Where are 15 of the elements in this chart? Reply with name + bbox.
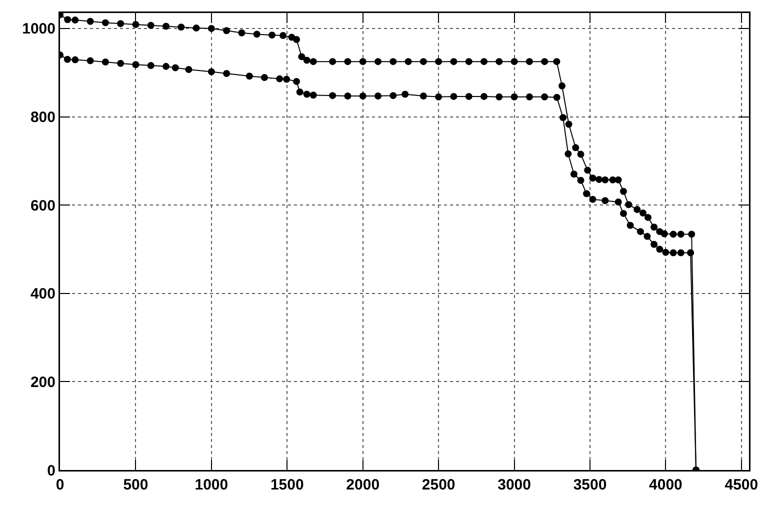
x-tick-label: 1000 <box>194 476 228 494</box>
x-tick-label: 4000 <box>649 476 682 494</box>
x-tick-label: 4500 <box>724 476 758 494</box>
y-tick-label: 1000 <box>22 20 56 38</box>
x-tick-label: 2500 <box>422 476 456 494</box>
x-tick-label: 1500 <box>270 476 304 494</box>
y-tick-label: 0 <box>47 462 56 480</box>
y-tick-label: 600 <box>30 197 56 214</box>
x-tick-label: 500 <box>123 476 148 494</box>
y-tick-label: 800 <box>30 109 56 126</box>
x-tick-label: 2000 <box>346 476 380 494</box>
x-tick-label: 3500 <box>573 476 607 494</box>
y-tick-label: 200 <box>30 374 56 391</box>
x-tick-label: 3000 <box>498 476 531 494</box>
y-tick-label: 400 <box>30 286 56 303</box>
